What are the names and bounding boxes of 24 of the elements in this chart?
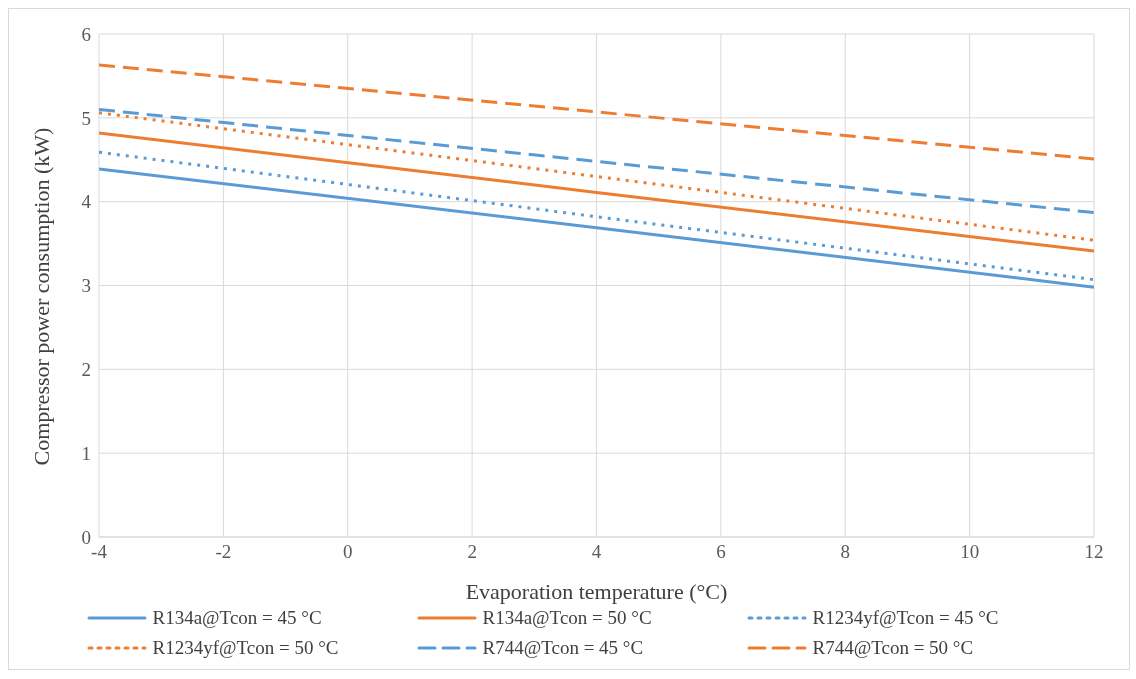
y-axis-title: Compressor power consumption (kW) — [28, 127, 54, 466]
y-tick-label: 3 — [81, 275, 91, 297]
x-tick-label: -2 — [215, 541, 232, 563]
y-tick-label: 5 — [81, 107, 91, 129]
x-tick-label: 8 — [840, 541, 850, 563]
y-tick-label: 4 — [81, 191, 92, 213]
x-tick-label: 2 — [467, 541, 477, 563]
legend-label: R744@Tcon = 45 °C — [482, 637, 644, 659]
y-tick-label: 6 — [81, 23, 91, 45]
legend-label: R134a@Tcon = 45 °C — [152, 607, 322, 629]
x-tick-label: -4 — [91, 541, 108, 563]
legend-label: R1234yf@Tcon = 50 °C — [152, 637, 339, 659]
legend-label: R134a@Tcon = 50 °C — [482, 607, 652, 629]
x-tick-label: 6 — [716, 541, 726, 563]
x-tick-label: 4 — [591, 541, 602, 563]
y-tick-label: 1 — [81, 442, 91, 464]
y-tick-label: 2 — [81, 359, 91, 381]
y-tick-label: 0 — [81, 526, 91, 548]
x-tick-label: 0 — [343, 541, 353, 563]
x-tick-label: 10 — [960, 541, 980, 563]
legend-label: R1234yf@Tcon = 45 °C — [812, 607, 999, 629]
x-tick-label: 12 — [1084, 541, 1104, 563]
x-axis-title: Evaporation temperature (°C) — [465, 579, 728, 604]
legend-label: R744@Tcon = 50 °C — [812, 637, 974, 659]
